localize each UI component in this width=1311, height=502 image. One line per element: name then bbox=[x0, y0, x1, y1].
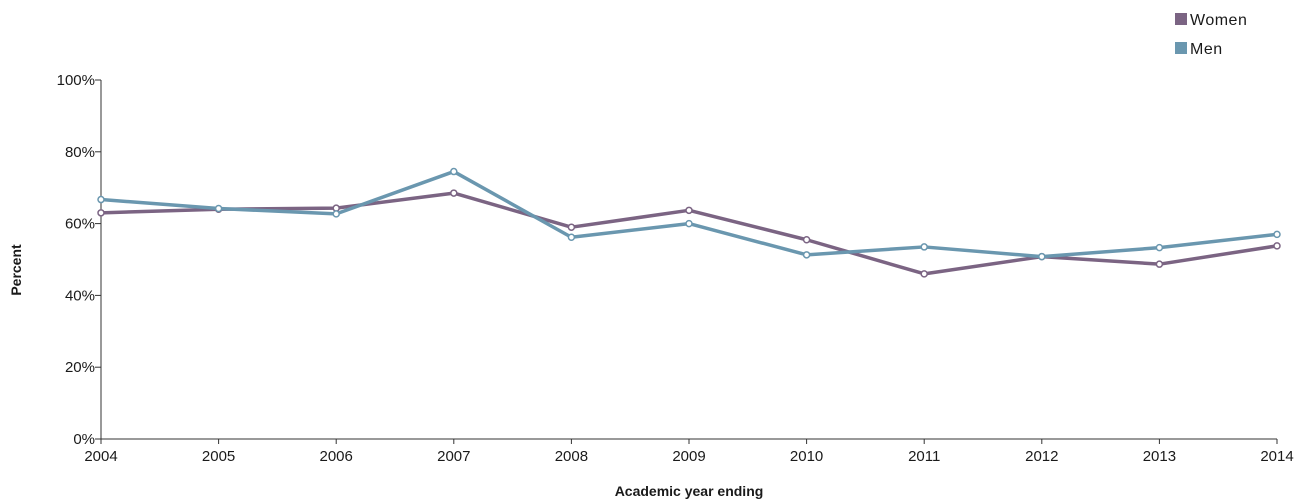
x-tick-label: 2005 bbox=[202, 448, 235, 465]
data-point-men bbox=[332, 210, 340, 218]
y-tick-label: 60% bbox=[65, 216, 95, 233]
y-tick-label: 20% bbox=[65, 359, 95, 376]
y-tick-label: 100% bbox=[57, 72, 95, 89]
data-point-men bbox=[97, 195, 105, 204]
data-point-women bbox=[685, 206, 693, 215]
series-layer bbox=[97, 167, 1281, 278]
legend-swatch-men bbox=[1175, 42, 1187, 54]
data-point-men bbox=[685, 219, 693, 228]
x-tick-label: 2008 bbox=[555, 448, 588, 465]
series-men bbox=[97, 167, 1281, 261]
data-point-men bbox=[920, 243, 928, 251]
data-point-men bbox=[1155, 243, 1164, 252]
data-point-women bbox=[1155, 260, 1164, 268]
data-point-women bbox=[1273, 242, 1281, 250]
x-tick-label: 2010 bbox=[790, 448, 823, 465]
series-line-men bbox=[99, 169, 1279, 259]
x-axis-title: Academic year ending bbox=[615, 483, 764, 499]
data-point-men bbox=[1038, 252, 1046, 261]
x-axis-ticks: 2004 2005 2006 2007 2008 2009 2010 2011 2012 2013… bbox=[84, 439, 1294, 465]
legend-label-men: Men bbox=[1190, 41, 1223, 58]
y-tick-label: 80% bbox=[65, 144, 95, 161]
data-point-men bbox=[567, 233, 576, 241]
series-women bbox=[97, 189, 1281, 278]
data-point-men bbox=[214, 204, 223, 213]
data-point-men bbox=[1273, 230, 1281, 239]
x-tick-label: 2011 bbox=[908, 448, 940, 465]
y-tick-label: 0% bbox=[73, 431, 95, 448]
data-point-men bbox=[802, 251, 811, 259]
y-axis-ticks: 0% 20% 40% 60% 80% 100% bbox=[57, 72, 101, 448]
legend-swatch-women bbox=[1175, 13, 1187, 25]
series-line-women bbox=[99, 191, 1279, 276]
data-point-women bbox=[567, 223, 576, 231]
data-point-women bbox=[450, 189, 458, 197]
data-point-women bbox=[97, 209, 105, 217]
y-axis-title: Percent bbox=[8, 244, 24, 296]
data-point-women bbox=[802, 236, 811, 244]
data-point-women bbox=[920, 270, 928, 278]
x-tick-label: 2012 bbox=[1025, 448, 1058, 465]
x-tick-label: 2009 bbox=[672, 448, 705, 465]
x-tick-label: 2006 bbox=[320, 448, 353, 465]
x-tick-label: 2007 bbox=[437, 448, 470, 465]
data-point-men bbox=[450, 167, 458, 176]
legend-label-women: Women bbox=[1190, 12, 1247, 29]
x-tick-label: 2014 bbox=[1260, 448, 1293, 465]
x-tick-label: 2013 bbox=[1143, 448, 1176, 465]
legend: Women Men bbox=[1175, 12, 1247, 58]
y-tick-label: 40% bbox=[65, 287, 95, 304]
x-tick-label: 2004 bbox=[84, 448, 117, 465]
